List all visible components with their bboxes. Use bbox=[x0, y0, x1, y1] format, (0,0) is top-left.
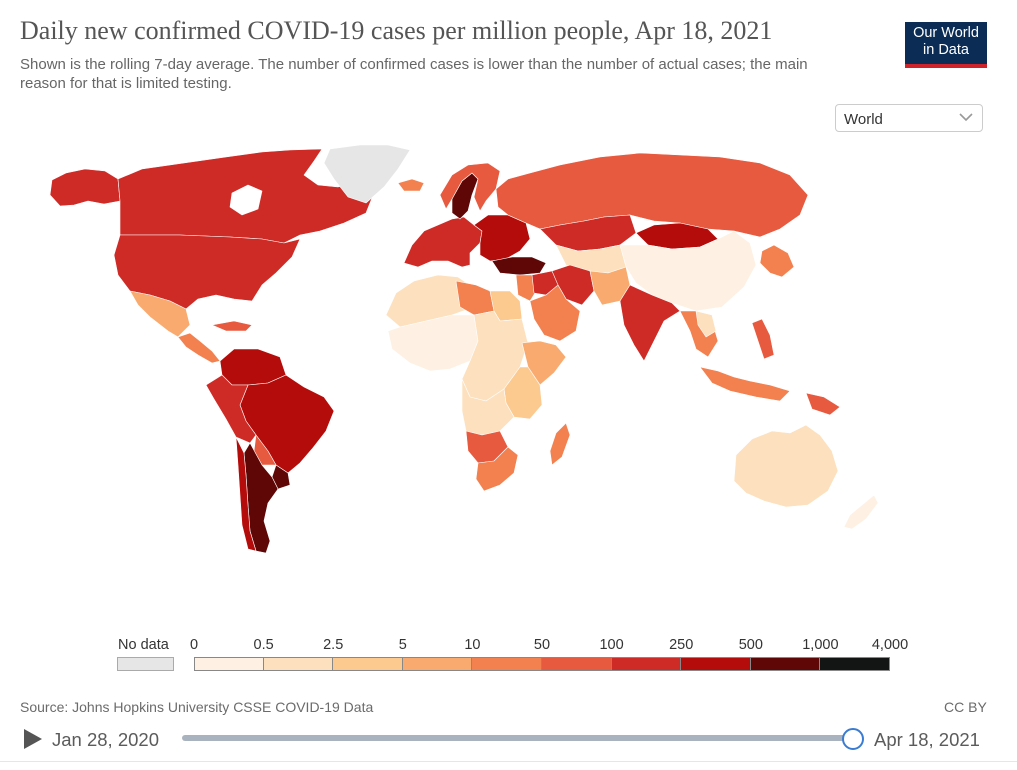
legend-swatch[interactable] bbox=[402, 657, 473, 671]
legend-swatch[interactable] bbox=[333, 657, 403, 671]
world-map bbox=[49, 144, 879, 554]
region-uruguay[interactable] bbox=[271, 464, 291, 490]
region-angola-zambia[interactable] bbox=[461, 378, 515, 436]
legend-tick-label: 4,000 bbox=[871, 637, 909, 653]
owid-logo[interactable]: Our World in Data bbox=[905, 22, 987, 68]
region-chile[interactable] bbox=[235, 436, 257, 552]
legend-tick-label: 10 bbox=[464, 637, 481, 653]
legend: No data 0 0.5 2.5 5 10 50 100 250 500 1,000 4,000 bbox=[0, 630, 1017, 675]
legend-tick-label: 500 bbox=[738, 637, 763, 653]
region-paraguay[interactable] bbox=[253, 434, 277, 466]
license-link[interactable]: CC BY bbox=[944, 699, 987, 715]
region-png[interactable] bbox=[805, 392, 841, 416]
region-norway-finland[interactable] bbox=[439, 162, 501, 212]
timeline-handle[interactable] bbox=[842, 728, 864, 750]
chevron-down-icon bbox=[959, 113, 973, 122]
region-mexico[interactable] bbox=[129, 290, 191, 338]
legend-swatch[interactable] bbox=[820, 657, 890, 671]
logo-line-2: in Data bbox=[923, 42, 969, 58]
legend-swatch[interactable] bbox=[263, 657, 334, 671]
region-greenland[interactable] bbox=[323, 144, 411, 204]
timeline-end-date[interactable]: Apr 18, 2021 bbox=[874, 729, 980, 750]
legend-tick-label: 0 bbox=[190, 637, 199, 653]
region-madagascar[interactable] bbox=[549, 422, 571, 466]
play-icon[interactable] bbox=[22, 729, 42, 749]
logo-line-1: Our World bbox=[913, 25, 979, 41]
region-western-europe[interactable] bbox=[403, 216, 483, 268]
legend-tick-label: 50 bbox=[533, 637, 551, 653]
legend-tick-label: 5 bbox=[398, 637, 407, 653]
region-central-america[interactable] bbox=[177, 332, 221, 364]
region-thailand[interactable] bbox=[695, 310, 717, 338]
legend-swatch[interactable] bbox=[750, 657, 821, 671]
legend-no-data-swatch[interactable] bbox=[117, 657, 174, 671]
region-south-africa[interactable] bbox=[475, 446, 519, 492]
chart-subtitle: Shown is the rolling 7-day average. The … bbox=[20, 56, 808, 92]
region-australia[interactable] bbox=[733, 424, 839, 508]
region-alaska[interactable] bbox=[49, 168, 121, 207]
divider bbox=[0, 761, 1017, 762]
chart-title: Daily new confirmed COVID-19 cases per m… bbox=[20, 16, 773, 45]
legend-swatch[interactable] bbox=[194, 657, 264, 671]
region-india[interactable] bbox=[619, 284, 681, 362]
legend-swatch[interactable] bbox=[681, 657, 751, 671]
region-select[interactable]: World bbox=[835, 104, 983, 132]
region-hudson-bay bbox=[229, 184, 263, 216]
legend-no-data-label: No data bbox=[118, 637, 169, 653]
region-philippines[interactable] bbox=[751, 318, 775, 360]
region-turkey[interactable] bbox=[491, 256, 547, 276]
region-russia[interactable] bbox=[495, 152, 809, 238]
legend-tick-label: 100 bbox=[599, 637, 624, 653]
region-japan-korea[interactable] bbox=[759, 244, 795, 278]
legend-tick-label: 0.5 bbox=[253, 637, 274, 653]
region-caribbean[interactable] bbox=[211, 320, 253, 332]
region-eastern-europe[interactable] bbox=[473, 214, 531, 262]
legend-swatch[interactable] bbox=[542, 657, 612, 671]
timeline-start-date[interactable]: Jan 28, 2020 bbox=[52, 729, 159, 750]
legend-tick-label: 1,000 bbox=[802, 637, 839, 653]
region-select-value: World bbox=[844, 111, 883, 128]
timeline-track[interactable] bbox=[182, 735, 853, 741]
region-iceland[interactable] bbox=[397, 178, 425, 192]
legend-tick-label: 2.5 bbox=[323, 637, 344, 653]
region-peru-bolivia[interactable] bbox=[205, 374, 257, 444]
legend-swatch[interactable] bbox=[611, 657, 682, 671]
legend-swatch[interactable] bbox=[472, 657, 542, 671]
legend-tick-label: 250 bbox=[669, 637, 694, 653]
region-indonesia[interactable] bbox=[699, 366, 791, 402]
region-new-zealand[interactable] bbox=[843, 494, 879, 530]
region-saudi-gulf[interactable] bbox=[529, 284, 581, 342]
source-note[interactable]: Source: Johns Hopkins University CSSE CO… bbox=[20, 699, 374, 715]
region-china[interactable] bbox=[619, 230, 757, 312]
